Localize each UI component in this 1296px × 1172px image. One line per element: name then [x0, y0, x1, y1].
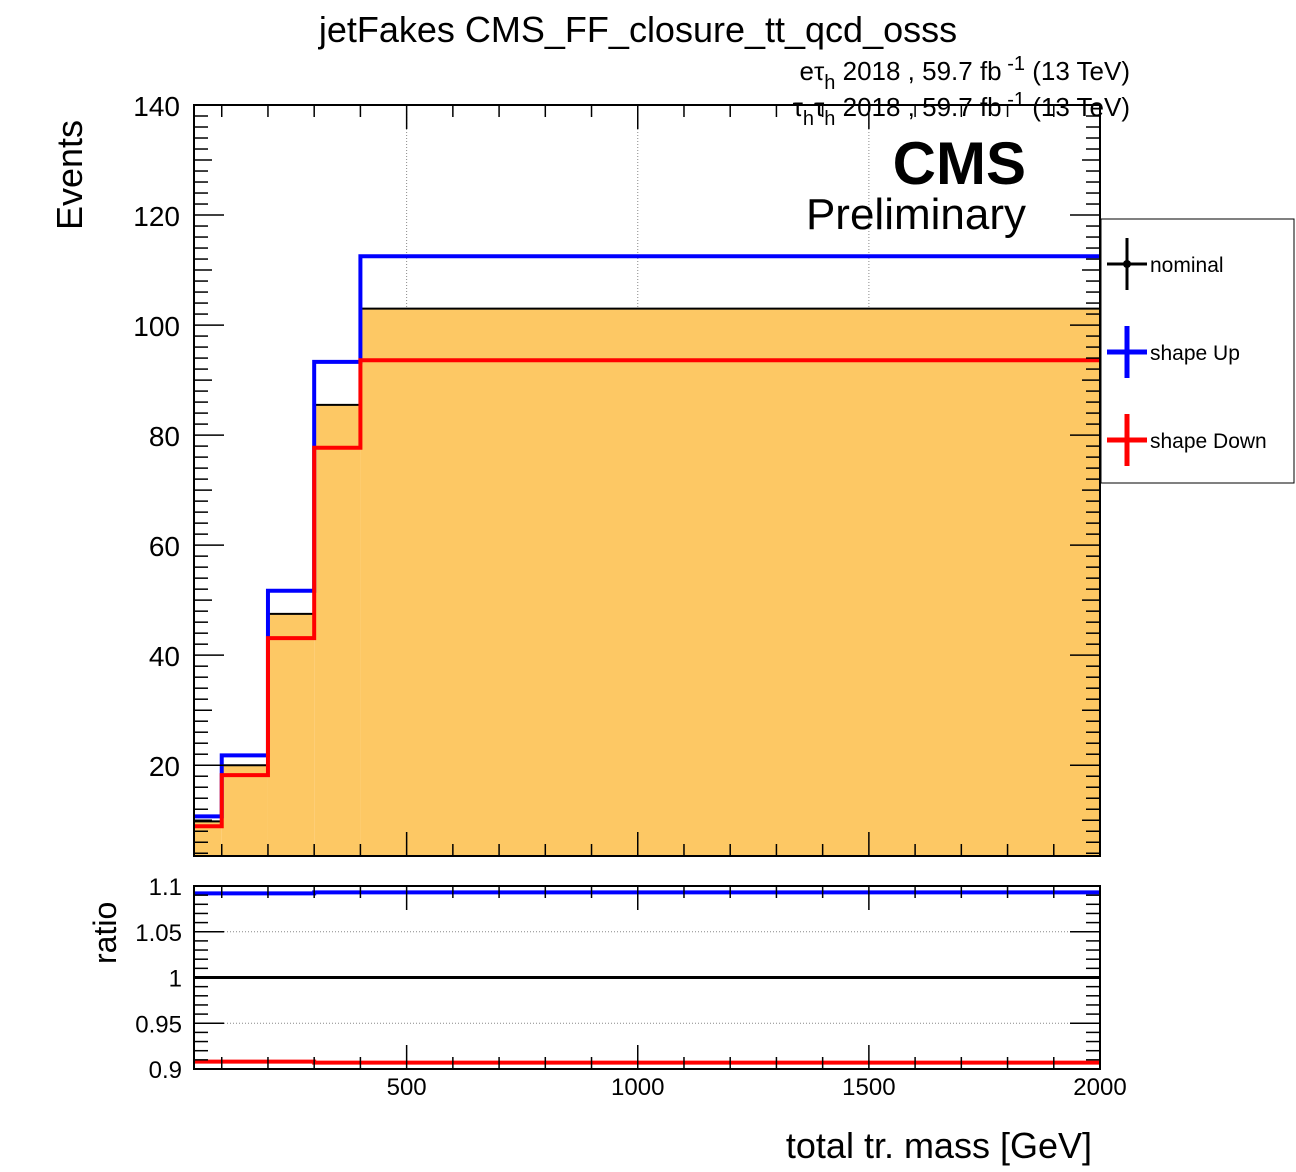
y-tick-label: 20 [149, 751, 180, 782]
ratio-y-tick-label: 0.9 [149, 1057, 182, 1084]
legend-marker-dot [1123, 260, 1131, 268]
cms-label: CMS [893, 130, 1026, 197]
y-axis-label-main: Events [49, 120, 90, 230]
x-tick-label: 2000 [1073, 1074, 1126, 1101]
ratio-panel: 0.9 0.95 1 1.05 1.1 500 1000 1500 2000 [135, 874, 1126, 1101]
y-axis-label-ratio: ratio [87, 902, 123, 964]
ratio-y-tick-label: 1.05 [135, 920, 182, 947]
x-tick-label: 1000 [611, 1074, 664, 1101]
legend-label-shape-down: shape Down [1150, 430, 1267, 453]
legend: nominal shape Up shape Down [1100, 218, 1295, 484]
legend-label-shape-up: shape Up [1150, 342, 1240, 365]
ratio-y-tick-label: 1.1 [149, 874, 182, 901]
cms-sublabel: Preliminary [806, 190, 1026, 239]
main-panel: 20 40 60 80 100 120 140 [133, 91, 1101, 857]
y-tick-label: 40 [149, 641, 180, 672]
y-tick-label: 120 [133, 201, 180, 232]
main-frame [193, 104, 1101, 857]
ratio-line-shape-up [194, 890, 1100, 896]
lumi-line-1: eτh 2018 , 59.7 fb -1 (13 TeV) [800, 53, 1130, 94]
chart-title: jetFakes CMS_FF_closure_tt_qcd_osss [318, 9, 957, 50]
legend-label-nominal: nominal [1150, 254, 1224, 277]
ratio-y-tick-label: 0.95 [135, 1011, 182, 1038]
y-tick-label: 60 [149, 531, 180, 562]
y-tick-label: 140 [133, 91, 180, 122]
nominal-bin [360, 308, 1100, 857]
x-tick-label: 1500 [842, 1074, 895, 1101]
lumi-label: eτh 2018 , 59.7 fb -1 (13 TeV) τhτh 2018… [793, 53, 1130, 130]
ratio-line-shape-down [194, 1059, 1100, 1065]
nominal-bin [267, 613, 315, 856]
ratio-y-tick-label: 1 [169, 966, 182, 993]
y-tick-label: 80 [149, 421, 180, 452]
y-tick-label: 100 [133, 311, 180, 342]
nominal-bin [221, 765, 268, 856]
series-line-shape-down [194, 358, 1100, 829]
x-axis-label: total tr. mass [GeV] [786, 1125, 1092, 1166]
nominal-bin [314, 404, 361, 856]
x-tick-label: 500 [387, 1074, 427, 1101]
